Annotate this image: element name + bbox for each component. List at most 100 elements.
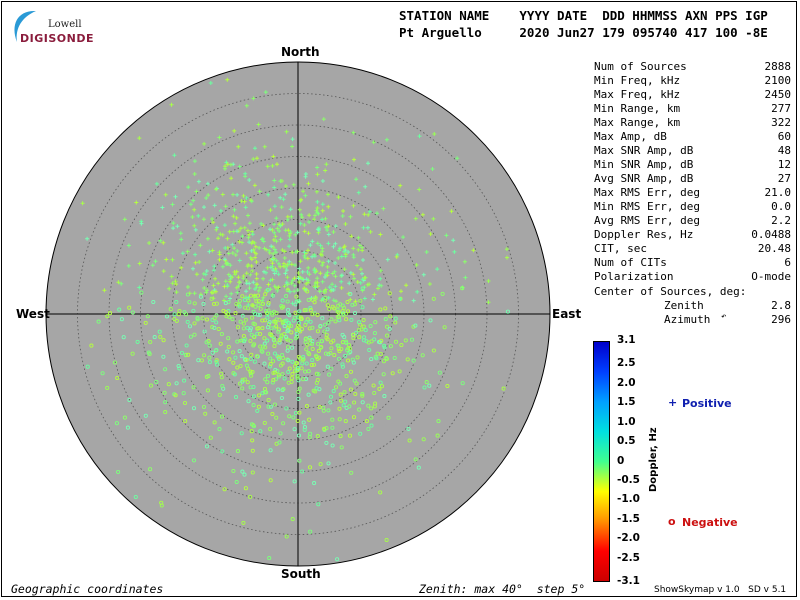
source-point-negative	[280, 361, 285, 366]
source-point-negative	[360, 286, 365, 291]
source-point-positive	[413, 216, 418, 221]
source-point-negative	[293, 302, 298, 307]
source-point-negative	[198, 294, 203, 299]
source-point-negative	[308, 305, 313, 310]
source-point-negative	[185, 319, 190, 324]
source-point-positive	[230, 242, 235, 247]
source-point-positive	[381, 206, 386, 211]
source-point-positive	[305, 270, 310, 274]
source-point-positive	[223, 166, 227, 171]
source-point-positive	[326, 241, 331, 246]
source-point-negative	[318, 323, 323, 329]
source-point-negative	[413, 457, 418, 462]
source-point-positive	[417, 187, 422, 192]
source-point-negative	[281, 421, 286, 426]
source-point-negative	[343, 399, 348, 404]
source-point-positive	[284, 129, 289, 134]
source-point-negative	[352, 302, 357, 307]
source-point-negative	[251, 343, 256, 348]
source-point-positive	[317, 289, 322, 294]
source-point-positive	[271, 268, 276, 273]
source-point-positive	[331, 244, 336, 249]
source-point-positive	[286, 287, 290, 292]
source-point-positive	[340, 273, 344, 278]
source-point-positive	[320, 217, 325, 222]
source-point-positive	[269, 244, 274, 249]
source-point-negative	[322, 329, 327, 334]
source-point-positive	[272, 247, 277, 252]
source-point-positive	[355, 263, 360, 268]
source-point-negative	[163, 400, 168, 405]
source-point-negative	[242, 472, 247, 477]
source-point-positive	[315, 241, 320, 246]
source-point-positive	[287, 233, 292, 238]
source-point-positive	[231, 214, 236, 219]
source-point-positive	[247, 286, 252, 291]
source-point-negative	[276, 327, 281, 332]
source-point-negative	[323, 322, 328, 327]
source-point-negative	[299, 366, 304, 371]
source-point-positive	[325, 264, 330, 269]
source-point-negative	[210, 350, 215, 355]
source-point-positive	[398, 183, 403, 188]
source-point-negative	[220, 449, 225, 454]
source-point-positive	[167, 286, 172, 291]
source-point-negative	[378, 490, 383, 495]
source-point-positive	[247, 178, 252, 182]
source-point-positive	[232, 246, 237, 251]
source-point-positive	[192, 291, 197, 296]
source-point-positive	[252, 250, 257, 255]
source-point-positive	[205, 181, 210, 186]
source-point-positive	[185, 249, 190, 254]
source-point-negative	[416, 465, 421, 470]
source-point-negative	[212, 316, 217, 321]
source-point-positive	[276, 272, 281, 277]
source-point-negative	[114, 421, 119, 426]
source-point-negative	[431, 348, 436, 353]
source-point-negative	[214, 358, 219, 363]
source-point-negative	[231, 350, 236, 355]
header-columns: STATION NAME YYYY DATE DDD HHMMSS AXN PP…	[399, 8, 768, 23]
source-point-positive	[244, 271, 249, 276]
source-point-negative	[286, 358, 291, 363]
source-point-positive	[250, 269, 255, 273]
source-point-positive	[194, 272, 199, 277]
source-point-negative	[361, 324, 366, 329]
source-point-positive	[339, 285, 344, 290]
source-point-negative	[216, 326, 221, 332]
source-point-positive	[278, 224, 283, 228]
source-point-positive	[241, 193, 246, 198]
source-point-negative	[266, 397, 271, 403]
source-point-negative	[168, 307, 173, 312]
source-point-positive	[213, 289, 218, 294]
source-point-positive	[171, 226, 176, 231]
source-point-negative	[183, 353, 188, 358]
source-point-negative	[235, 449, 240, 454]
source-point-positive	[360, 277, 365, 282]
source-point-positive	[285, 282, 290, 287]
source-point-negative	[390, 371, 395, 376]
source-point-positive	[342, 267, 347, 272]
source-point-negative	[335, 557, 340, 562]
source-point-positive	[303, 193, 308, 198]
source-point-positive	[239, 199, 244, 203]
source-point-negative	[311, 362, 317, 367]
source-point-negative	[360, 305, 365, 310]
source-point-negative	[421, 437, 426, 442]
source-point-negative	[248, 328, 253, 333]
source-point-negative	[361, 318, 366, 323]
source-point-negative	[349, 470, 354, 475]
source-point-positive	[323, 168, 328, 173]
source-point-positive	[249, 257, 254, 262]
source-point-positive	[378, 232, 383, 237]
source-point-negative	[256, 326, 261, 331]
source-point-positive	[314, 208, 319, 213]
source-point-positive	[261, 295, 266, 300]
source-point-positive	[366, 212, 371, 217]
source-point-positive	[236, 144, 241, 149]
source-point-negative	[310, 325, 315, 330]
source-point-negative	[268, 404, 273, 409]
source-point-positive	[331, 230, 336, 234]
source-point-positive	[163, 192, 168, 197]
